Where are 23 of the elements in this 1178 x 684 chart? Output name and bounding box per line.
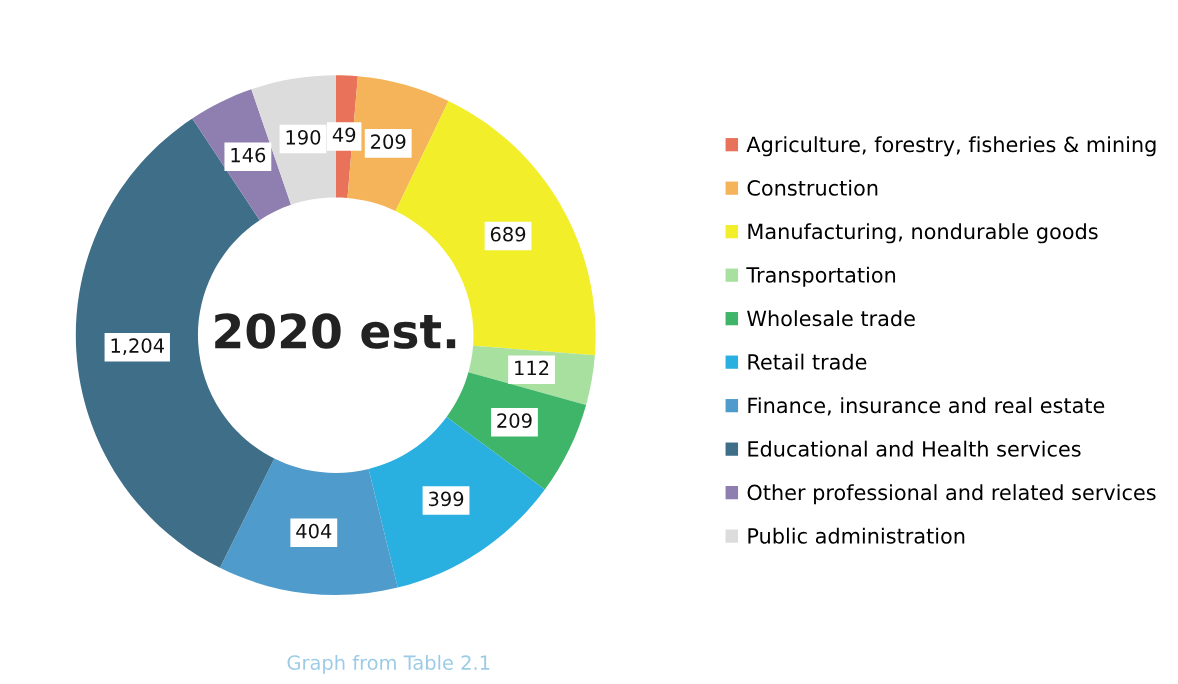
legend-label: Manufacturing, nondurable goods	[748, 223, 1098, 244]
data-label: 190	[286, 129, 321, 145]
text: Graph from Table 2.1	[287, 654, 490, 674]
data-label: 146	[231, 147, 266, 163]
legend-label: Educational and Health services	[748, 440, 1081, 457]
legend-label: Wholesale trade	[747, 310, 915, 327]
data-label: 209	[497, 413, 532, 428]
data-label: 112	[515, 360, 549, 376]
donut-slice	[219, 458, 398, 596]
legend-label: Retail trade	[748, 353, 867, 370]
data-label: 399	[428, 491, 464, 507]
data-label: 689	[490, 226, 526, 242]
legend-label: Other professional and related services	[747, 484, 1156, 505]
data-label: 49	[332, 127, 356, 143]
legend-label: Agriculture, forestry, fisheries & mining	[746, 136, 1156, 157]
data-label: 404	[296, 523, 332, 539]
data-label: 1,204	[111, 338, 165, 355]
legend-label: Finance, insurance and real estate	[748, 397, 1105, 416]
legend-label: Construction	[747, 179, 878, 196]
legend-label: Transportation	[746, 266, 896, 287]
text: 2020 est.	[215, 313, 456, 349]
data-label: 209	[371, 134, 406, 150]
legend-label: Public administration	[748, 527, 965, 544]
